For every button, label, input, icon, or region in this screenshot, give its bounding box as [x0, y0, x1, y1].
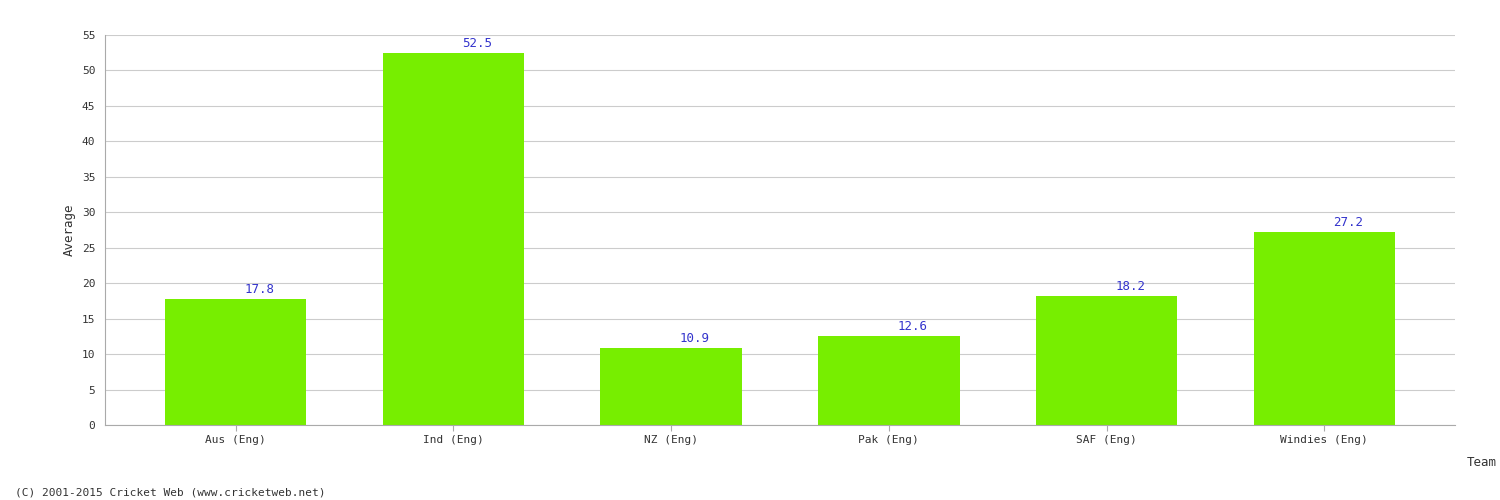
Bar	[818, 336, 960, 425]
Text: 10.9: 10.9	[680, 332, 710, 345]
Bar	[1254, 232, 1395, 425]
Bar	[1036, 296, 1178, 425]
X-axis label: Team: Team	[1467, 456, 1497, 469]
Text: 17.8: 17.8	[244, 283, 274, 296]
Text: 27.2: 27.2	[1334, 216, 1364, 230]
Text: 52.5: 52.5	[462, 37, 492, 50]
Text: 12.6: 12.6	[897, 320, 927, 333]
Y-axis label: Average: Average	[63, 204, 76, 256]
Bar	[382, 52, 524, 425]
Text: 18.2: 18.2	[1116, 280, 1146, 293]
Text: (C) 2001-2015 Cricket Web (www.cricketweb.net): (C) 2001-2015 Cricket Web (www.cricketwe…	[15, 488, 326, 498]
Bar	[600, 348, 742, 425]
Bar	[165, 299, 306, 425]
